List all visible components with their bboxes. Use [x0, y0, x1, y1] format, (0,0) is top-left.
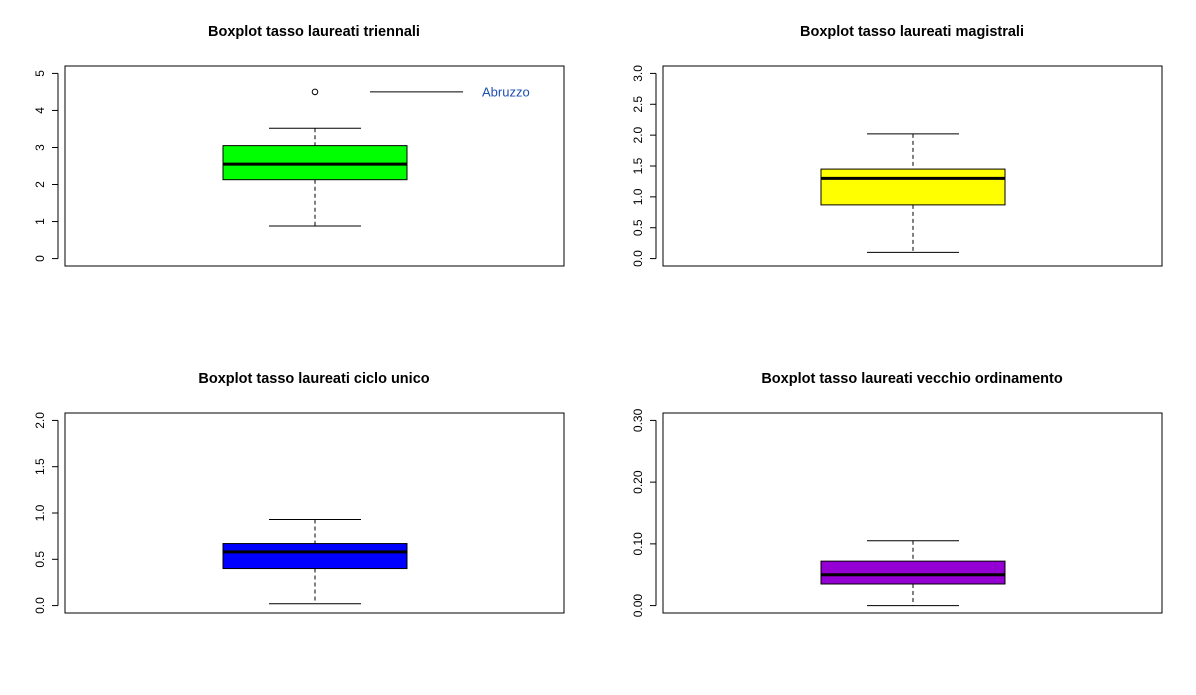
plot-frame	[662, 65, 1163, 267]
box	[820, 168, 1006, 206]
plot-area: 0.0 0.5 1.0 1.5 2.0	[33, 412, 565, 614]
y-tick-label: 1.5	[631, 157, 645, 174]
panel-triennali: Boxplot tasso laureati triennali 0 1 2 3 4 5 A…	[0, 0, 598, 347]
chart-title: Boxplot tasso laureati triennali	[208, 24, 420, 40]
plot-frame	[64, 65, 565, 267]
panel-vecchio-ordinamento: Boxplot tasso laureati vecchio ordinamen…	[598, 347, 1196, 694]
plot-frame	[64, 412, 565, 614]
y-tick-label: 5	[33, 70, 47, 77]
y-tick-label: 0	[33, 255, 47, 262]
plot-area: 0.0 0.5 1.0 1.5 2.0 2.5 3.0	[631, 65, 1163, 267]
plot-area: 0 1 2 3 4 5 Abruzzo	[33, 65, 565, 267]
y-tick-label: 0.0	[631, 250, 645, 267]
box	[820, 560, 1006, 585]
box	[222, 543, 408, 570]
y-tick-label: 1	[33, 218, 47, 225]
y-tick-label: 0.5	[33, 551, 47, 568]
chart-title: Boxplot tasso laureati magistrali	[799, 24, 1024, 40]
y-tick-label: 0.00	[631, 594, 645, 618]
panel-ciclo-unico: Boxplot tasso laureati ciclo unico 0.0 0.…	[0, 347, 598, 694]
y-tick-label: 0.30	[631, 408, 645, 432]
y-tick-label: 0.0	[33, 597, 47, 614]
chart-title: Boxplot tasso laureati vecchio ordinamen…	[761, 371, 1063, 387]
plot-area: 0.00 0.10 0.20 0.30	[631, 408, 1163, 618]
y-tick-label: 2	[33, 181, 47, 188]
outlier-point	[311, 88, 319, 96]
panel-magistrali: Boxplot tasso laureati magistrali 0.0 0.5…	[598, 0, 1196, 347]
y-tick-label: 0.20	[631, 470, 645, 494]
annotation-label: Abruzzo	[482, 84, 530, 99]
y-tick-label: 2.5	[631, 96, 645, 113]
y-tick-label: 1.0	[33, 504, 47, 521]
plot-frame	[662, 412, 1163, 614]
y-tick-label: 1.0	[631, 188, 645, 205]
y-tick-label: 3.0	[631, 65, 645, 82]
y-tick-label: 0.5	[631, 219, 645, 236]
y-tick-label: 2.0	[33, 412, 47, 429]
y-tick-label: 2.0	[631, 126, 645, 143]
chart-title: Boxplot tasso laureati ciclo unico	[198, 371, 430, 387]
y-tick-label: 0.10	[631, 532, 645, 556]
y-tick-label: 1.5	[33, 458, 47, 475]
y-tick-label: 3	[33, 144, 47, 151]
y-tick-label: 4	[33, 107, 47, 114]
